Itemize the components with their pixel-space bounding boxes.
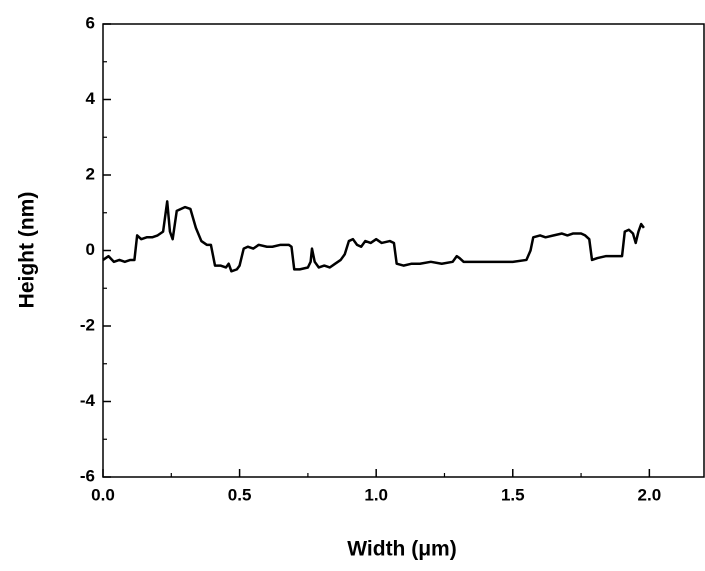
x-tick-label: 1.5	[501, 485, 525, 504]
x-tick-label: 0.5	[228, 485, 252, 504]
y-tick-label: 4	[86, 89, 96, 108]
x-tick-label: 0.0	[91, 485, 115, 504]
x-tick-label: 1.0	[364, 485, 388, 504]
profile-line	[102, 200, 645, 273]
y-tick-label: 0	[86, 240, 95, 259]
x-axis-title: Width (μm)	[347, 538, 456, 561]
x-tick-label: 2.0	[638, 485, 662, 504]
y-tick-label: 6	[86, 13, 95, 32]
y-tick-label: 2	[86, 164, 95, 183]
y-axis-title: Height (nm)	[16, 192, 39, 309]
y-tick-label: -2	[80, 315, 95, 334]
y-tick-label: -6	[80, 466, 95, 485]
y-tick-label: -4	[80, 391, 96, 410]
plot-frame	[102, 23, 705, 478]
